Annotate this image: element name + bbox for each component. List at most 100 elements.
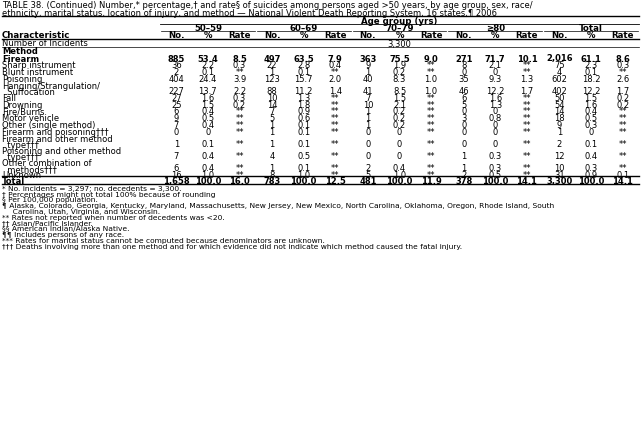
- Text: 100.0: 100.0: [482, 177, 508, 186]
- Text: Other combination of: Other combination of: [2, 159, 92, 168]
- Text: 123: 123: [264, 75, 280, 84]
- Text: 0: 0: [493, 140, 498, 149]
- Text: 5: 5: [365, 170, 370, 180]
- Text: 50–59: 50–59: [194, 24, 222, 33]
- Text: 1.7: 1.7: [616, 87, 629, 96]
- Text: 2.2: 2.2: [201, 61, 215, 70]
- Text: 8.3: 8.3: [393, 75, 406, 84]
- Text: 0.2: 0.2: [393, 121, 406, 130]
- Text: Characteristic: Characteristic: [2, 31, 71, 41]
- Text: 100.0: 100.0: [578, 177, 604, 186]
- Text: 1.5: 1.5: [201, 101, 215, 110]
- Text: **: **: [619, 68, 627, 77]
- Text: 0.2: 0.2: [393, 114, 406, 123]
- Text: 0.3: 0.3: [616, 61, 629, 70]
- Text: **: **: [619, 107, 627, 116]
- Text: 6: 6: [174, 164, 179, 173]
- Text: 8.5: 8.5: [393, 87, 406, 96]
- Text: Fall: Fall: [2, 94, 16, 103]
- Text: **: **: [427, 114, 435, 123]
- Text: 6: 6: [461, 94, 467, 103]
- Text: Blunt instrument: Blunt instrument: [2, 68, 73, 77]
- Text: 50: 50: [554, 94, 565, 103]
- Text: 0.4: 0.4: [201, 164, 215, 173]
- Text: No.: No.: [551, 31, 568, 41]
- Text: 271: 271: [455, 55, 472, 63]
- Text: 18.2: 18.2: [582, 75, 601, 84]
- Text: Unknown: Unknown: [2, 170, 41, 180]
- Text: 3.9: 3.9: [233, 75, 246, 84]
- Text: 363: 363: [359, 55, 376, 63]
- Text: 54: 54: [554, 101, 565, 110]
- Text: Hanging/Strangulation/: Hanging/Strangulation/: [2, 82, 100, 91]
- Text: **: **: [235, 114, 244, 123]
- Text: 10: 10: [554, 164, 565, 173]
- Text: 36: 36: [171, 61, 181, 70]
- Text: 9: 9: [174, 114, 179, 123]
- Text: **: **: [427, 101, 435, 110]
- Text: 0: 0: [493, 121, 498, 130]
- Text: **: **: [235, 170, 244, 180]
- Text: 14.1: 14.1: [517, 177, 537, 186]
- Text: 12.5: 12.5: [325, 177, 345, 186]
- Text: 0.9: 0.9: [585, 170, 597, 180]
- Text: %: %: [395, 31, 404, 41]
- Text: **: **: [331, 121, 340, 130]
- Text: 0.4: 0.4: [201, 121, 215, 130]
- Text: 0.5: 0.5: [585, 114, 597, 123]
- Text: 1.3: 1.3: [297, 94, 310, 103]
- Text: 11.9: 11.9: [420, 177, 442, 186]
- Text: 0.3: 0.3: [585, 121, 597, 130]
- Text: 22: 22: [267, 61, 278, 70]
- Text: 0.3: 0.3: [233, 61, 246, 70]
- Text: 4: 4: [557, 68, 562, 77]
- Text: %: %: [491, 31, 499, 41]
- Text: 0.5: 0.5: [201, 114, 215, 123]
- Text: 18: 18: [554, 114, 565, 123]
- Text: **: **: [522, 170, 531, 180]
- Text: 9.3: 9.3: [488, 75, 502, 84]
- Text: 1: 1: [365, 121, 370, 130]
- Text: ethnicity, marital status, location of injury, and method — National Violent Dea: ethnicity, marital status, location of i…: [2, 8, 497, 17]
- Text: No.: No.: [168, 31, 185, 41]
- Text: 12.2: 12.2: [582, 87, 600, 96]
- Text: 0.2: 0.2: [616, 94, 629, 103]
- Text: type†††: type†††: [2, 153, 39, 162]
- Text: ¶ Alaska, Colorado, Georgia, Kentucky, Maryland, Massachusetts, New Jersey, New : ¶ Alaska, Colorado, Georgia, Kentucky, M…: [2, 203, 554, 209]
- Text: **: **: [427, 128, 435, 137]
- Text: 14.1: 14.1: [612, 177, 633, 186]
- Text: 31: 31: [554, 170, 565, 180]
- Text: 1: 1: [365, 114, 370, 123]
- Text: **: **: [619, 164, 627, 173]
- Text: **: **: [522, 128, 531, 137]
- Text: 0.1: 0.1: [201, 68, 215, 77]
- Text: 885: 885: [167, 55, 185, 63]
- Text: 0: 0: [461, 140, 466, 149]
- Text: **: **: [427, 140, 435, 149]
- Text: 1: 1: [461, 164, 466, 173]
- Text: 60–69: 60–69: [290, 24, 318, 33]
- Text: 0.3: 0.3: [488, 164, 502, 173]
- Text: **: **: [427, 68, 435, 77]
- Text: 14: 14: [554, 107, 565, 116]
- Text: 27: 27: [171, 94, 181, 103]
- Text: methods†††: methods†††: [2, 165, 57, 174]
- Text: 0.2: 0.2: [393, 107, 406, 116]
- Text: **: **: [331, 94, 340, 103]
- Text: type†††: type†††: [2, 141, 39, 150]
- Text: **: **: [331, 68, 340, 77]
- Text: **: **: [619, 114, 627, 123]
- Text: 12.2: 12.2: [486, 87, 504, 96]
- Text: 0: 0: [461, 128, 466, 137]
- Text: **: **: [619, 140, 627, 149]
- Text: **: **: [522, 152, 531, 161]
- Text: 0.5: 0.5: [488, 170, 502, 180]
- Text: **: **: [331, 101, 340, 110]
- Text: 0: 0: [365, 152, 370, 161]
- Text: **: **: [522, 101, 531, 110]
- Text: 2.0: 2.0: [329, 75, 342, 84]
- Text: † Percentages might not total 100% because of rounding: † Percentages might not total 100% becau…: [2, 192, 215, 198]
- Text: 6: 6: [174, 107, 179, 116]
- Text: 46: 46: [458, 87, 469, 96]
- Text: 1.5: 1.5: [585, 94, 597, 103]
